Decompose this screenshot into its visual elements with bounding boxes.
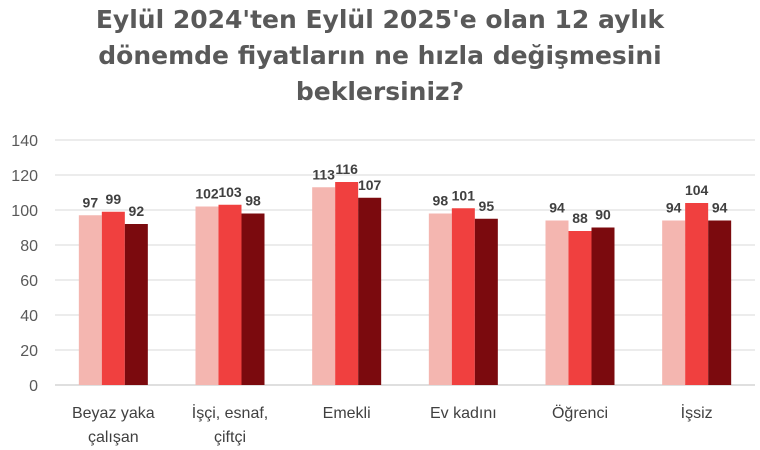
x-category-label: Ev kadını	[430, 405, 497, 422]
data-label: 98	[433, 193, 449, 209]
y-tick-label: 140	[11, 133, 38, 150]
data-label: 95	[479, 198, 495, 214]
x-axis-categories: Beyaz yaka çalışan İşçi, esnaf, çiftçi Emekl…	[72, 403, 713, 446]
y-tick-label: 120	[11, 168, 38, 185]
bar	[124, 224, 148, 385]
x-category-label: çalışan	[88, 429, 139, 446]
y-tick-label: 100	[11, 203, 38, 220]
y-tick-label: 20	[20, 343, 38, 360]
bar	[474, 218, 498, 385]
data-label: 107	[358, 177, 382, 193]
data-label: 101	[452, 187, 476, 203]
chart-title-line-1: Eylül 2024'ten Eylül 2025'e olan 12 aylı…	[95, 5, 665, 34]
y-axis-ticks: 0 20 40 60 80 100 120 140	[11, 133, 38, 395]
bar	[101, 211, 125, 385]
x-category-label: İşsiz	[681, 403, 713, 422]
chart-title: Eylül 2024'ten Eylül 2025'e olan 12 aylı…	[0, 2, 760, 110]
bar	[428, 213, 452, 385]
data-label: 103	[218, 184, 242, 200]
data-label: 92	[129, 203, 145, 219]
data-label: 116	[335, 161, 358, 177]
data-label: 99	[106, 191, 122, 207]
y-tick-label: 60	[20, 273, 38, 290]
bar	[685, 203, 709, 385]
bar	[241, 213, 265, 385]
bars	[78, 182, 732, 385]
chart-title-line-3: beklersiniz?	[295, 77, 465, 106]
bar	[451, 208, 475, 385]
bar	[545, 220, 569, 385]
bar	[312, 187, 336, 385]
data-label: 94	[549, 200, 565, 216]
gridlines	[55, 139, 755, 386]
bar	[662, 220, 686, 385]
data-label: 102	[195, 186, 219, 202]
x-category-label: Emekli	[323, 405, 371, 422]
data-label: 88	[572, 210, 588, 226]
x-category-label: Öğrenci	[552, 404, 608, 422]
x-category-label: Beyaz yaka	[72, 405, 155, 422]
bar	[195, 206, 219, 385]
x-category-label: çiftçi	[214, 429, 246, 446]
data-label: 113	[312, 166, 335, 182]
data-label: 94	[666, 200, 682, 216]
data-label: 90	[595, 207, 611, 223]
chart-title-line-2: dönemde fiyatların ne hızla değişmesini	[98, 41, 662, 70]
data-label: 98	[245, 193, 261, 209]
bar	[708, 220, 732, 385]
bar	[568, 231, 592, 385]
bar	[358, 197, 382, 385]
y-tick-label: 0	[29, 378, 38, 395]
data-label: 97	[83, 194, 99, 210]
x-category-label: İşçi, esnaf,	[192, 403, 268, 422]
bar	[78, 215, 102, 385]
data-label: 94	[712, 200, 728, 216]
y-tick-label: 40	[20, 308, 38, 325]
bar	[335, 182, 359, 385]
bar	[218, 204, 242, 385]
y-tick-label: 80	[20, 238, 38, 255]
bar	[591, 227, 615, 385]
data-label: 104	[685, 182, 709, 198]
